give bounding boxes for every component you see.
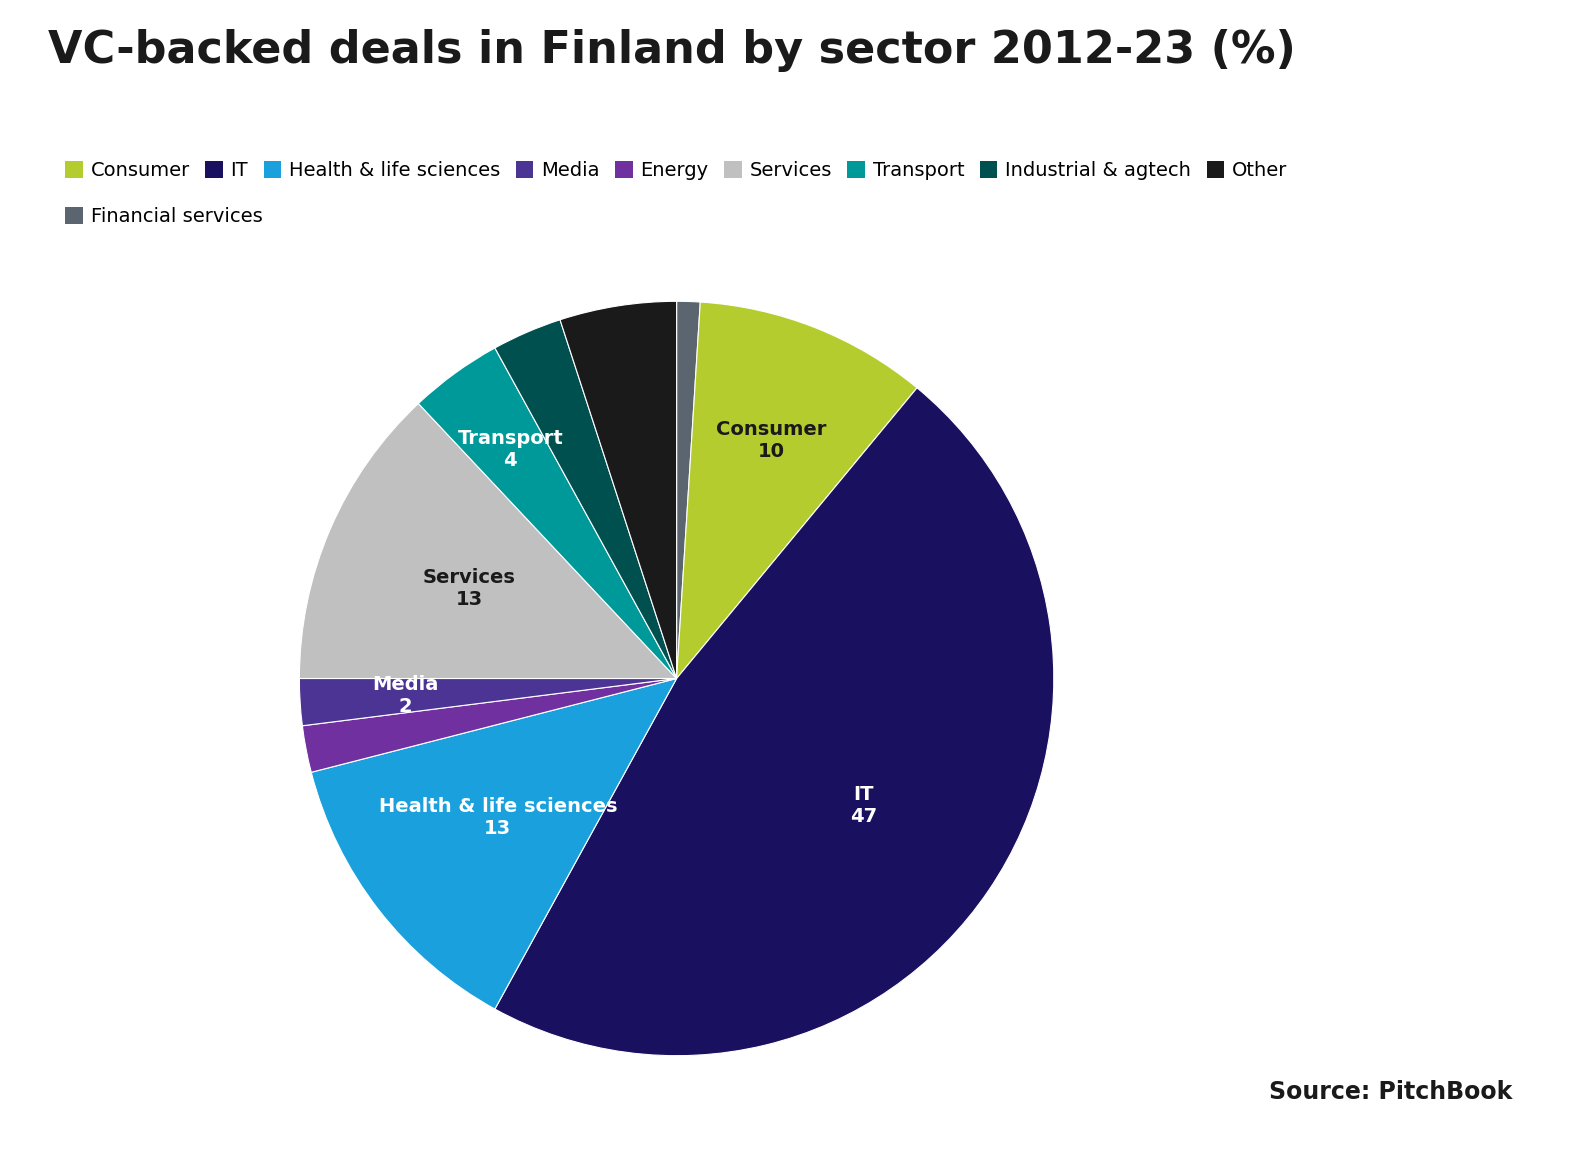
Wedge shape	[560, 301, 677, 678]
Wedge shape	[312, 678, 677, 1009]
Wedge shape	[677, 302, 917, 678]
Legend: Consumer, IT, Health & life sciences, Media, Energy, Services, Transport, Indust: Consumer, IT, Health & life sciences, Me…	[57, 153, 1294, 189]
Text: Consumer
10: Consumer 10	[716, 420, 826, 460]
Legend: Financial services: Financial services	[57, 199, 271, 235]
Text: Services
13: Services 13	[422, 568, 516, 610]
Text: Media
2: Media 2	[373, 675, 439, 716]
Wedge shape	[299, 404, 677, 678]
Text: IT
47: IT 47	[850, 785, 877, 826]
Wedge shape	[299, 678, 677, 726]
Text: Transport
4: Transport 4	[457, 429, 564, 470]
Wedge shape	[677, 301, 700, 678]
Wedge shape	[302, 678, 677, 773]
Text: Health & life sciences
13: Health & life sciences 13	[379, 797, 618, 837]
Text: Source: PitchBook: Source: PitchBook	[1269, 1080, 1512, 1104]
Wedge shape	[495, 320, 677, 678]
Text: VC-backed deals in Finland by sector 2012-23 (%): VC-backed deals in Finland by sector 201…	[48, 29, 1296, 71]
Wedge shape	[419, 348, 677, 678]
Wedge shape	[495, 388, 1054, 1056]
